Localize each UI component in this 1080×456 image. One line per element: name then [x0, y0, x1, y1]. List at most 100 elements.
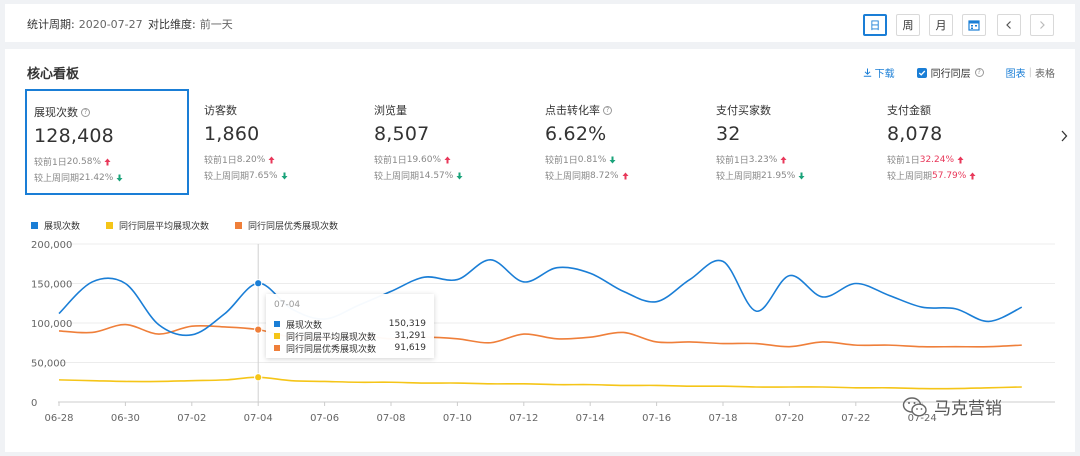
calendar-icon — [968, 20, 980, 31]
week-button[interactable]: 周 — [896, 14, 920, 36]
download-label: 下载 — [874, 69, 895, 80]
compare-label: 较上周同期 — [545, 172, 591, 182]
chart-view-link[interactable]: 图表 — [1005, 69, 1026, 80]
compare-label: 较上周同期 — [887, 172, 933, 182]
table-view-link[interactable]: 表格 — [1035, 69, 1055, 80]
compare-value: 20.58% — [66, 156, 102, 167]
arrow-up-icon — [957, 156, 964, 163]
panel-title: 核心看板 — [27, 67, 80, 82]
legend-label: 展现次数 — [44, 222, 81, 232]
tooltip-date: 07-04 — [274, 300, 301, 310]
kpi-compare-last-week: 较上周同期 8.72% — [545, 169, 629, 182]
month-button[interactable]: 月 — [929, 14, 953, 36]
compare-value: 8.20% — [236, 154, 266, 165]
x-tick-label: 07-14 — [576, 413, 605, 424]
x-tick-label: 07-06 — [310, 413, 339, 424]
kpi-compare-prev-day: 较前1日 32.24% — [887, 153, 976, 166]
kpi-name: 展现次数? — [34, 104, 123, 120]
kpi-name-text: 支付金额 — [887, 104, 931, 117]
kpi-content: 支付买家数 32 较前1日 3.23% 较上周同期 21.95% — [716, 102, 805, 182]
day-button[interactable]: 日 — [863, 14, 887, 36]
compare-label: 较前1日 — [887, 156, 920, 166]
kpi-name: 浏览量 — [374, 102, 463, 118]
arrow-down-icon — [609, 156, 616, 163]
compare-label: 较上周同期 — [34, 174, 80, 184]
tooltip-swatch — [274, 321, 280, 327]
chevron-left-icon — [1006, 21, 1011, 29]
kpi-card[interactable]: 点击转化率? 6.62% 较前1日 0.81% 较上周同期 8.72% — [538, 89, 702, 195]
period-label-text: 统计周期: — [27, 18, 75, 31]
legend-item-peer-excellent[interactable]: 同行同层优秀展现次数 — [235, 219, 338, 232]
arrow-up-icon — [780, 156, 787, 163]
arrow-up-icon — [268, 156, 275, 163]
kpi-content: 支付金额 8,078 较前1日 32.24% 较上周同期 57.79% — [887, 102, 976, 182]
next-button[interactable] — [1030, 14, 1054, 36]
compare-value: 32.24% — [919, 154, 955, 165]
tooltip-swatch — [274, 345, 280, 351]
help-circle-icon[interactable]: ? — [603, 105, 612, 115]
arrow-down-icon — [798, 172, 805, 179]
compare-label: 较上周同期 — [716, 172, 762, 182]
compare-value: 0.81% — [577, 154, 607, 165]
chart-legend: 展现次数 同行同层平均展现次数 同行同层优秀展现次数 — [31, 219, 338, 232]
kpi-compare-last-week: 较上周同期 7.65% — [204, 169, 288, 182]
arrow-up-icon — [444, 156, 451, 163]
prev-button[interactable] — [997, 14, 1021, 36]
kpi-card[interactable]: 访客数 1,860 较前1日 8.20% 较上周同期 7.65% — [197, 89, 361, 195]
peer-toggle[interactable]: 同行同层 ? — [916, 65, 984, 80]
kpi-card[interactable]: 展现次数? 128,408 较前1日 20.58% 较上周同期 21.42% — [25, 89, 189, 195]
period-value: 2020-07-27 — [78, 18, 143, 31]
x-tick-label: 07-18 — [708, 413, 737, 424]
kpi-name: 点击转化率? — [545, 102, 629, 118]
chevron-right-icon — [1061, 130, 1068, 142]
legend-item-peer-average[interactable]: 同行同层平均展现次数 — [106, 219, 209, 232]
x-tick-label: 07-04 — [244, 413, 273, 424]
calendar-button[interactable] — [962, 14, 986, 36]
kpi-name-text: 访客数 — [204, 104, 237, 117]
help-circle-icon[interactable]: ? — [81, 107, 90, 117]
kpi-value: 1,860 — [204, 123, 260, 145]
check-icon — [918, 70, 925, 76]
kpi-value: 8,078 — [887, 123, 943, 145]
arrow-up-icon — [969, 172, 976, 179]
kpi-compare-last-week: 较上周同期 21.95% — [716, 169, 805, 182]
legend-swatch — [235, 222, 243, 229]
compare-label: 较前1日 — [545, 156, 578, 166]
y-tick-label: 200,000 — [31, 240, 72, 251]
tooltip-value: 31,291 — [394, 331, 427, 341]
kpi-name: 支付买家数 — [716, 102, 805, 118]
kpi-compare-last-week: 较上周同期 57.79% — [887, 169, 976, 182]
kpi-compare-prev-day: 较前1日 20.58% — [34, 155, 123, 168]
kpi-compare-last-week: 较上周同期 14.57% — [374, 169, 463, 182]
kpi-content: 展现次数? 128,408 较前1日 20.58% 较上周同期 21.42% — [34, 104, 123, 184]
kpi-next-button[interactable] — [1059, 129, 1069, 147]
kpi-name-text: 浏览量 — [374, 104, 407, 117]
x-tick-label: 07-22 — [841, 413, 870, 424]
peer-checkbox[interactable] — [916, 67, 927, 78]
y-tick-label: 100,000 — [31, 319, 72, 330]
kpi-content: 点击转化率? 6.62% 较前1日 0.81% 较上周同期 8.72% — [545, 102, 629, 182]
kpi-card[interactable]: 支付买家数 32 较前1日 3.23% 较上周同期 21.95% — [709, 89, 873, 195]
kpi-name-text: 点击转化率 — [545, 104, 600, 117]
kpi-name: 访客数 — [204, 102, 288, 118]
kpi-name: 支付金额 — [887, 102, 976, 118]
kpi-card[interactable]: 支付金额 8,078 较前1日 32.24% 较上周同期 57.79% — [880, 89, 1044, 195]
kpi-compare-prev-day: 较前1日 3.23% — [716, 153, 805, 166]
compare-value: 19.60% — [406, 154, 442, 165]
download-link[interactable]: 下载 — [863, 65, 895, 80]
arrow-down-icon — [116, 174, 123, 181]
kpi-card[interactable]: 浏览量 8,507 较前1日 19.60% 较上周同期 14.57% — [367, 89, 531, 195]
legend-item-impressions[interactable]: 展现次数 — [31, 219, 80, 232]
compare-value: 21.95% — [761, 170, 796, 181]
compare-value[interactable]: 前一天 — [199, 18, 233, 31]
tooltip-series-name: 展现次数 — [286, 320, 323, 331]
help-circle-icon[interactable]: ? — [974, 68, 984, 77]
x-tick-label: 07-12 — [509, 413, 538, 424]
kpi-compare-prev-day: 较前1日 8.20% — [204, 153, 288, 166]
tooltip-series-name: 同行同层优秀展现次数 — [286, 344, 377, 355]
tooltip-series-name: 同行同层平均展现次数 — [286, 332, 377, 343]
compare-value: 21.42% — [79, 172, 114, 183]
y-tick-label: 0 — [31, 398, 37, 409]
x-tick-label: 07-02 — [177, 413, 206, 424]
